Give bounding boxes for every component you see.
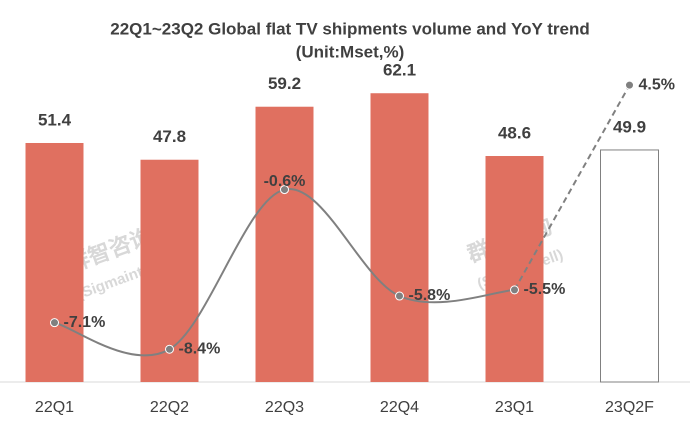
bar-value-label: 62.1 [383, 61, 416, 80]
bar [370, 93, 429, 383]
chart-subtitle: (Unit:Mset,%) [296, 42, 405, 61]
bar-value-label: 47.8 [153, 127, 186, 146]
yoy-value-label: -5.5% [524, 281, 566, 298]
yoy-point [625, 80, 634, 90]
x-tick-label: 23Q2F [605, 399, 654, 416]
bar-value-label: 49.9 [613, 117, 646, 136]
bar-value-label: 51.4 [38, 110, 72, 129]
x-tick-label: 22Q4 [380, 399, 419, 416]
bar [600, 149, 659, 383]
x-tick-label: 23Q1 [495, 399, 534, 416]
bar [25, 142, 84, 382]
yoy-value-label: -0.6% [264, 173, 306, 190]
yoy-value-label: -7.1% [64, 314, 106, 331]
yoy-point [50, 318, 59, 328]
bar-value-label: 48.6 [498, 123, 531, 142]
yoy-value-label: -5.8% [409, 287, 451, 304]
chart-title: 22Q1~23Q2 Global flat TV shipments volum… [110, 19, 589, 38]
bar [485, 156, 544, 382]
yoy-value-label: 4.5% [639, 76, 675, 93]
yoy-point [280, 185, 289, 195]
yoy-point [510, 285, 519, 295]
x-tick-label: 22Q3 [265, 399, 304, 416]
bar-value-label: 59.2 [268, 74, 301, 93]
bar [255, 106, 314, 382]
yoy-forecast-line [513, 84, 631, 291]
yoy-point [395, 291, 404, 301]
yoy-point [165, 344, 174, 354]
yoy-value-label: -8.4% [179, 340, 221, 357]
x-tick-label: 22Q1 [35, 399, 74, 416]
x-tick-label: 22Q2 [150, 399, 189, 416]
